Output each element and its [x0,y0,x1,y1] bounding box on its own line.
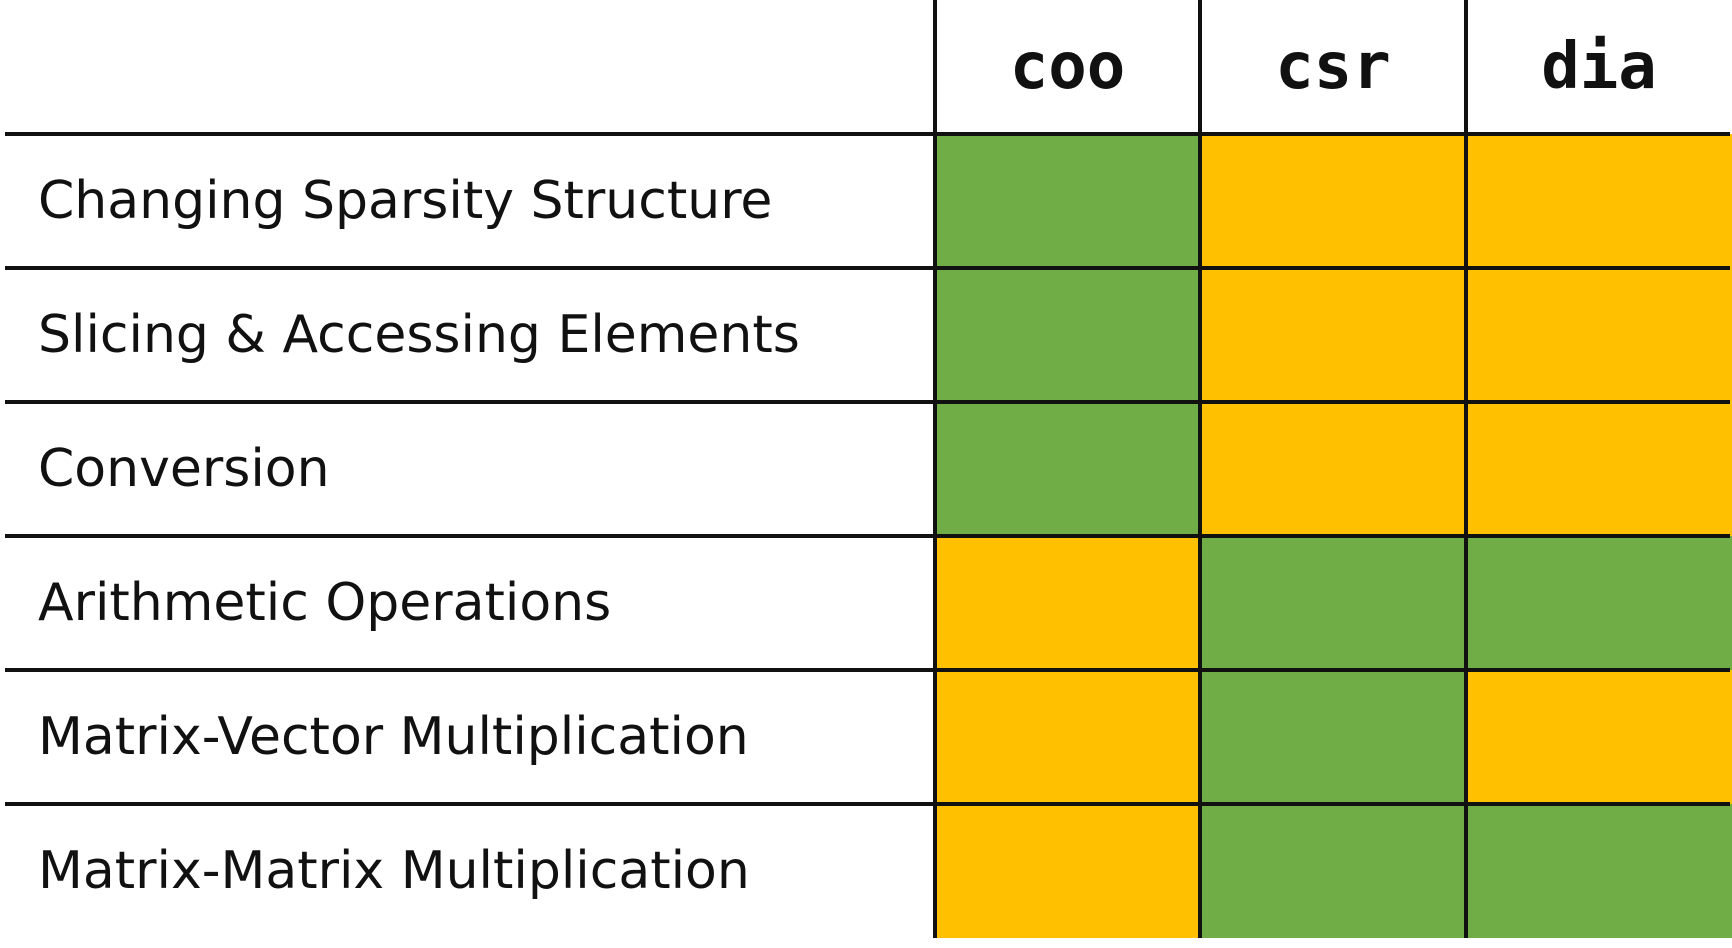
row-divider [5,400,1730,404]
row-divider [5,266,1730,270]
rating-cell-csr-fair [1200,268,1466,402]
rating-cell-coo-good [935,134,1200,268]
row-divider [5,668,1730,672]
row-label: Conversion [38,439,330,499]
column-divider [1464,0,1468,938]
rating-cell-dia-fair [1466,670,1732,804]
rating-cell-coo-fair [935,670,1200,804]
row-label: Arithmetic Operations [38,573,612,633]
rating-cell-csr-good [1200,536,1466,670]
rating-cell-csr-good [1200,804,1466,938]
rating-cell-dia-fair [1466,402,1732,536]
row-divider [5,802,1730,806]
row-divider [5,534,1730,538]
rating-cell-csr-fair [1200,402,1466,536]
rating-cell-dia-good [1466,536,1732,670]
rating-cell-coo-good [935,268,1200,402]
row-label: Matrix-Matrix Multiplication [38,841,750,901]
column-header-csr: csr [1275,30,1391,104]
column-divider [933,0,937,938]
rating-cell-coo-good [935,402,1200,536]
row-divider [5,132,1730,136]
row-label: Changing Sparsity Structure [38,171,773,231]
column-divider [1198,0,1202,938]
rating-cell-coo-fair [935,536,1200,670]
rating-cell-csr-good [1200,670,1466,804]
rating-cell-csr-fair [1200,134,1466,268]
row-label: Matrix-Vector Multiplication [38,707,749,767]
rating-cell-dia-fair [1466,134,1732,268]
rating-cell-dia-good [1466,804,1732,938]
row-label: Slicing & Accessing Elements [38,305,800,365]
column-header-coo: coo [1009,30,1126,104]
column-header-dia: dia [1541,30,1657,104]
rating-cell-coo-fair [935,804,1200,938]
rating-cell-dia-fair [1466,268,1732,402]
